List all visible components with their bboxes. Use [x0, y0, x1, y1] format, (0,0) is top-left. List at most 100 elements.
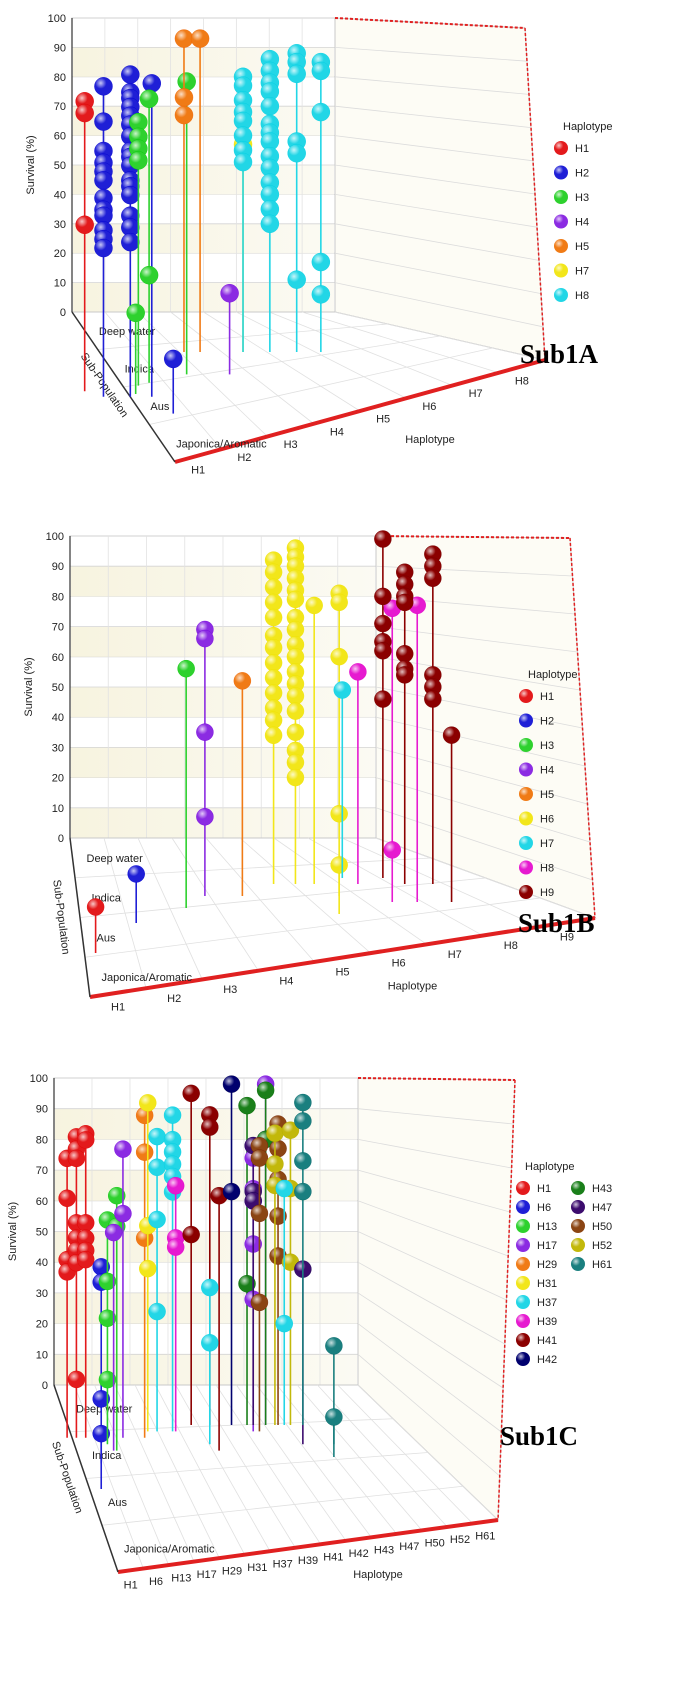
- side-gridline: [375, 777, 591, 843]
- y-tick-label: 50: [52, 682, 64, 694]
- point-h6: [330, 593, 348, 612]
- y-tick-label: 30: [54, 219, 66, 231]
- point-h41: [182, 1225, 200, 1244]
- y-tick-label: 80: [36, 1134, 48, 1146]
- point-h8: [260, 214, 280, 234]
- point-h9: [396, 666, 414, 684]
- floor: [69, 837, 597, 999]
- point-h52: [266, 1124, 284, 1142]
- x-axis-title: Haplotype: [388, 981, 438, 993]
- x-tick-label: H43: [374, 1545, 394, 1557]
- x-tick-label: H1: [191, 465, 205, 477]
- point-h52: [266, 1155, 284, 1173]
- point-h6: [286, 768, 305, 787]
- side-gridline: [357, 1108, 514, 1125]
- point-h39: [166, 1238, 185, 1256]
- floor: [71, 311, 546, 464]
- point-h37: [201, 1278, 219, 1297]
- floor-grid: [101, 1485, 464, 1526]
- y-tick-label: 60: [54, 131, 66, 143]
- point-h37: [148, 1127, 166, 1146]
- point-h2: [121, 65, 140, 84]
- x-tick-label: H1: [124, 1579, 138, 1591]
- y-tick-label: 10: [54, 278, 66, 290]
- point-h1: [75, 215, 94, 234]
- y-tick-label: 40: [52, 712, 64, 724]
- legend-marker-h6: [516, 1200, 530, 1214]
- point-h8: [311, 285, 331, 304]
- legend-label-h47: H47: [592, 1202, 612, 1214]
- point-h8: [287, 270, 306, 289]
- point-h1: [75, 103, 94, 123]
- legend-label-h43: H43: [592, 1183, 612, 1195]
- point-h41: [182, 1084, 200, 1103]
- legend-label-h29: H29: [537, 1259, 557, 1271]
- y-tick-label: 50: [36, 1227, 48, 1239]
- point-h1: [77, 1131, 95, 1149]
- point-h6: [286, 590, 305, 609]
- point-h50: [250, 1149, 269, 1167]
- z-tick-label: Japonica/Aromatic: [176, 438, 267, 450]
- legend-marker-h8: [519, 860, 533, 875]
- legend-label-h4: H4: [540, 765, 554, 777]
- point-h3: [177, 659, 195, 678]
- z-tick-label: Japonica/Aromatic: [102, 972, 193, 984]
- side-gridline: [334, 105, 532, 128]
- legend-marker-h2: [519, 713, 533, 728]
- point-h5: [174, 88, 194, 107]
- floor-grid: [84, 897, 541, 958]
- y-tick-label: 40: [36, 1257, 48, 1269]
- point-h4: [196, 808, 214, 826]
- legend: Haplotype H1 H6 H13 H17 H29 H31 H37 H39 H41 H42 H43…: [516, 1161, 612, 1366]
- y-tick-label: 70: [36, 1165, 48, 1177]
- point-h37: [201, 1334, 219, 1352]
- point-h9: [396, 593, 414, 612]
- legend-marker-h6: [519, 811, 533, 826]
- point-h8: [287, 144, 306, 163]
- legend-label-h5: H5: [540, 789, 554, 801]
- legend-marker-h50: [571, 1219, 585, 1233]
- side-top-edge: [375, 535, 571, 539]
- chart-panel-sub1a: 0 10 20 30 40 50 60 70 80 90 100 Survival (%) Deep w…: [25, 13, 613, 477]
- point-h37: [275, 1314, 293, 1333]
- x-tick-label: H3: [223, 984, 237, 996]
- point-h61: [325, 1408, 343, 1426]
- point-h37: [148, 1210, 166, 1229]
- side-gridline: [334, 135, 534, 162]
- legend-marker-h37: [516, 1295, 530, 1309]
- point-h13: [98, 1272, 117, 1291]
- point-h2: [121, 232, 140, 252]
- point-h5: [190, 29, 210, 48]
- y-tick-label: 70: [54, 101, 66, 113]
- point-h29: [135, 1143, 154, 1161]
- z-tick-label: Indica: [92, 1450, 122, 1462]
- side-gridline: [357, 1292, 504, 1389]
- point-h17: [104, 1223, 123, 1242]
- point-h61: [294, 1152, 312, 1170]
- z-tick-label: Aus: [150, 401, 169, 413]
- x-axis: H1 H6 H13 H17 H29 H31 H37 H39 H41 H42 H43 H47 H50 H52…: [124, 1531, 496, 1592]
- x-tick-label: H42: [349, 1548, 369, 1560]
- point-h1: [67, 1149, 86, 1168]
- y-tick-label: 30: [52, 742, 64, 754]
- point-h42: [222, 1075, 241, 1093]
- point-h50: [269, 1139, 287, 1158]
- x-tick-label: H7: [448, 949, 462, 961]
- y-tick-label: 60: [36, 1196, 48, 1208]
- point-h8: [349, 663, 367, 681]
- legend-marker-h31: [516, 1276, 530, 1290]
- x-tick-label: H2: [237, 452, 251, 464]
- legend-marker-h1: [519, 689, 533, 703]
- z-tick-label: Indica: [125, 363, 155, 375]
- legend-label-h9: H9: [540, 887, 554, 899]
- point-h1: [86, 898, 105, 916]
- side-gridline: [357, 1231, 507, 1301]
- y-axis: 0 10 20 30 40 50 60 70 80 90 100 Survival (%): [23, 531, 71, 845]
- y-tick-label: 20: [54, 248, 66, 260]
- point-h6: [264, 711, 283, 729]
- x-tick-label: H6: [422, 401, 436, 413]
- legend-label-h1: H1: [537, 1183, 551, 1195]
- legend-marker-h13: [516, 1219, 530, 1233]
- point-h9: [374, 690, 392, 708]
- point-h4: [220, 284, 239, 303]
